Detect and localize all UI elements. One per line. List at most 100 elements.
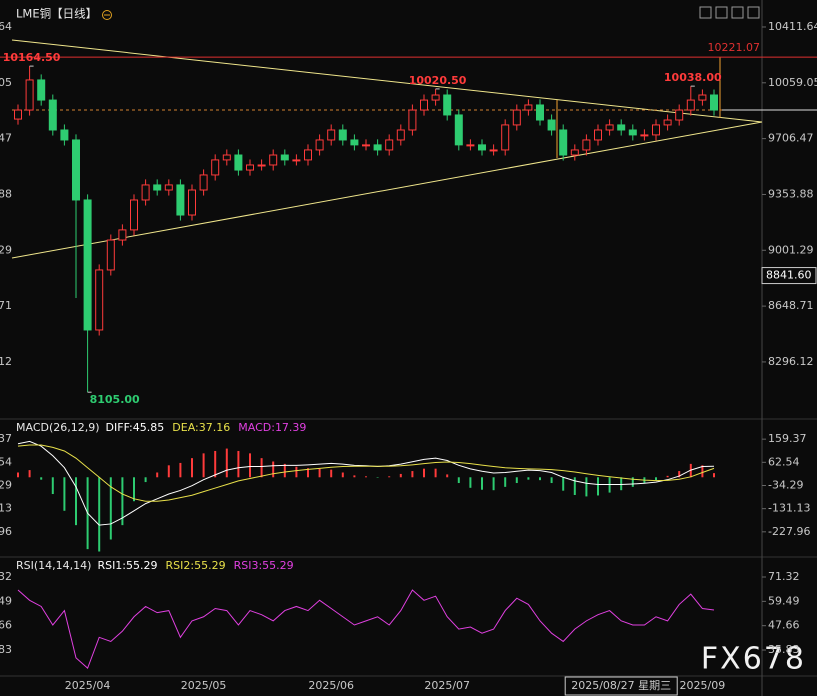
- candle-body: [408, 109, 417, 131]
- y-tick-label-left: 8296.12: [0, 355, 12, 368]
- y-tick-label-left: -131.13: [0, 502, 12, 515]
- legend-name: DIFF:: [106, 421, 133, 434]
- tool-button[interactable]: [715, 6, 728, 19]
- y-tick-label: 10059.05: [768, 76, 817, 89]
- y-tick-label: 8648.71: [768, 299, 814, 312]
- legend-name: RSI2:: [166, 559, 195, 572]
- crosshair-y-box: [761, 267, 817, 285]
- y-tick-label-left: 10059.05: [0, 76, 12, 89]
- candle-body: [153, 184, 162, 191]
- candle-body: [524, 104, 533, 111]
- y-tick-label: 71.32: [768, 570, 800, 583]
- chart-title: LME铜【日线】: [16, 7, 97, 21]
- legend-value: 55.29: [126, 559, 158, 572]
- candle-body: [420, 99, 428, 111]
- candle-body: [246, 164, 254, 171]
- candle-body: [95, 269, 104, 331]
- candle-body: [222, 154, 231, 161]
- y-tick-label: 59.49: [768, 594, 800, 607]
- candle-body: [547, 119, 556, 131]
- legend-entry: RSI2:55.29: [166, 559, 226, 572]
- y-tick-label-left: 62.54: [0, 455, 12, 468]
- candle-body: [257, 164, 266, 167]
- y-tick-label: 8296.12: [768, 355, 814, 368]
- legend-name: RSI3:: [234, 559, 263, 572]
- trend-line: [11, 121, 763, 259]
- y-tick-label-left: -34.29: [0, 478, 12, 491]
- y-tick-label-left: -227.96: [0, 525, 12, 538]
- candle-body: [489, 149, 498, 152]
- crosshair-x-label: 2025/08/27 星期三: [571, 679, 671, 692]
- candle-body: [652, 124, 660, 136]
- y-tick-label-left: 47.66: [0, 619, 12, 632]
- annotation-label: 8105.00: [90, 393, 140, 406]
- candle-body: [663, 119, 672, 126]
- y-tick-label: -34.29: [768, 478, 803, 491]
- y-tick-label: 47.66: [768, 619, 800, 632]
- x-tick-label: 2025/05: [181, 679, 227, 692]
- candle-body: [304, 149, 312, 161]
- candle-body: [118, 229, 127, 241]
- annotation-label: 10038.00: [664, 71, 722, 84]
- candle-body: [686, 99, 695, 111]
- legend-value: 45.85: [133, 421, 165, 434]
- candle-body: [594, 129, 602, 141]
- y-tick-label: 9001.29: [768, 243, 814, 256]
- rsi-title: RSI(14,14,14): [16, 559, 91, 572]
- y-tick-label-left: 59.49: [0, 594, 12, 607]
- tool-button[interactable]: [731, 6, 744, 19]
- y-tick-label: 9706.47: [768, 132, 814, 145]
- toolbar: [699, 6, 760, 19]
- candle-body: [25, 79, 34, 111]
- candle-body: [211, 159, 220, 176]
- y-tick-label-left: 35.83: [0, 643, 12, 656]
- candle-body: [130, 199, 138, 231]
- candle-body: [350, 139, 359, 146]
- y-tick-label: -227.96: [768, 525, 810, 538]
- candle-body: [199, 174, 208, 191]
- candle-body: [559, 129, 568, 156]
- legend-value: 55.29: [194, 559, 226, 572]
- y-tick-label: 35.83: [768, 643, 800, 656]
- candle-body: [698, 94, 707, 101]
- annotation-label: 10020.50: [409, 74, 467, 87]
- candle-body: [14, 109, 22, 120]
- candle-body: [536, 104, 544, 121]
- tool-button[interactable]: [699, 6, 712, 19]
- candle-body: [327, 129, 336, 141]
- legend-entry: MACD:17.39: [238, 421, 306, 434]
- trend-line: [11, 39, 763, 123]
- toggle-icon[interactable]: [102, 10, 112, 20]
- legend-value: 17.39: [275, 421, 307, 434]
- y-tick-label-left: 159.37: [0, 432, 12, 445]
- y-tick-label-left: 9706.47: [0, 132, 12, 145]
- candle-body: [570, 149, 579, 156]
- candle-body: [675, 109, 684, 121]
- legend-value: 55.29: [262, 559, 294, 572]
- legend-entry: DEA:37.16: [172, 421, 230, 434]
- legend-entry: RSI3:55.29: [234, 559, 294, 572]
- crosshair-x-box: [564, 676, 678, 696]
- candle-body: [72, 139, 80, 201]
- candle-body: [466, 144, 475, 147]
- indicator-line: [17, 589, 715, 670]
- watermark: FX678: [701, 642, 806, 677]
- candle-body: [710, 94, 718, 111]
- y-tick-label: 9353.88: [768, 187, 814, 200]
- x-tick-label: 2025/07: [424, 679, 470, 692]
- candle-body: [37, 79, 46, 101]
- candle-body: [628, 129, 637, 136]
- candle-body: [280, 154, 289, 161]
- candle-body: [582, 139, 591, 151]
- candle-body: [188, 189, 196, 216]
- annotation-label: 10164.50: [3, 51, 61, 64]
- candle-body: [501, 124, 510, 151]
- y-tick-label-left: 9001.29: [0, 243, 12, 256]
- legend-name: DEA:: [172, 421, 198, 434]
- crosshair-y-label: 8841.60: [766, 269, 812, 282]
- candle-body: [60, 129, 69, 141]
- tool-button[interactable]: [747, 6, 760, 19]
- legend-name: MACD:: [238, 421, 275, 434]
- y-tick-label-left: 8648.71: [0, 299, 12, 312]
